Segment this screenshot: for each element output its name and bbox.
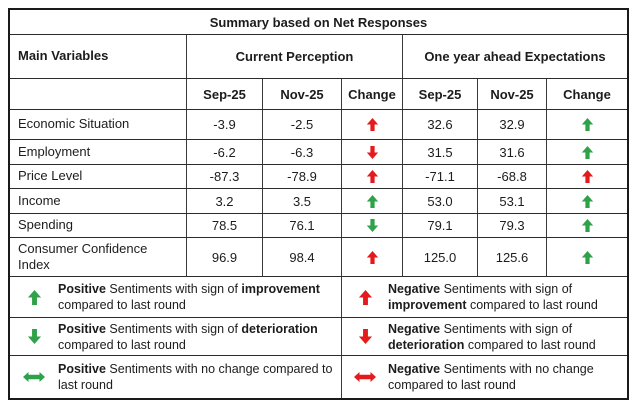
up-arrow-icon: [27, 289, 41, 305]
change-cell: [342, 214, 403, 238]
value-cell: -71.1: [403, 165, 478, 189]
up-arrow-icon: [581, 250, 593, 264]
legend-item: Negative Sentiments with no change compa…: [342, 356, 627, 398]
header-current-perception: Current Perception: [187, 35, 403, 79]
header-empty-cell: [10, 79, 187, 110]
header-main-variables: Main Variables: [10, 35, 187, 79]
up-arrow-icon: [358, 289, 372, 305]
down-arrow-icon: [27, 329, 41, 344]
header-expectations: One year ahead Expectations: [403, 35, 627, 79]
value-cell: 125.0: [403, 238, 478, 277]
legend-text: Positive Sentiments with no change compa…: [58, 362, 333, 392]
change-cell: [342, 110, 403, 140]
legend-arrow: [10, 328, 58, 345]
value-cell: -68.8: [478, 165, 547, 189]
legend-arrow: [10, 289, 58, 306]
up-arrow-icon: [581, 118, 593, 131]
value-cell: 53.1: [478, 189, 547, 214]
up-arrow-icon: [581, 194, 593, 208]
change-cell: [547, 238, 627, 277]
col-header-exp-change: Change: [547, 79, 627, 110]
legend-text: Positive Sentiments with sign of deterio…: [58, 321, 318, 352]
summary-table: Summary based on Net Responses Main Vari…: [8, 8, 629, 400]
value-cell: -6.2: [187, 140, 263, 165]
legend-text: Negative Sentiments with no change compa…: [388, 362, 594, 392]
legend-item: Positive Sentiments with sign of deterio…: [10, 318, 342, 356]
legend-item: Negative Sentiments with sign of deterio…: [342, 318, 627, 356]
down-arrow-icon: [366, 145, 378, 159]
legend-item: Negative Sentiments with sign of improve…: [342, 277, 627, 318]
value-cell: 53.0: [403, 189, 478, 214]
value-cell: 32.6: [403, 110, 478, 140]
value-cell: -78.9: [263, 165, 342, 189]
down-arrow-icon: [366, 219, 378, 232]
legend-arrow: [10, 371, 58, 383]
value-cell: -3.9: [187, 110, 263, 140]
value-cell: -2.5: [263, 110, 342, 140]
value-cell: 76.1: [263, 214, 342, 238]
up-arrow-icon: [581, 219, 593, 232]
up-arrow-icon: [366, 250, 378, 264]
up-arrow-icon: [366, 170, 378, 183]
row-label: Employment: [10, 140, 187, 165]
value-cell: 96.9: [187, 238, 263, 277]
col-header-cp-sep25: Sep-25: [187, 79, 263, 110]
col-header-exp-nov25: Nov-25: [478, 79, 547, 110]
value-cell: -87.3: [187, 165, 263, 189]
up-arrow-icon: [366, 118, 378, 131]
col-header-cp-change: Change: [342, 79, 403, 110]
legend: Positive Sentiments with sign of improve…: [10, 277, 627, 398]
value-cell: 98.4: [263, 238, 342, 277]
value-cell: 125.6: [478, 238, 547, 277]
value-cell: 3.2: [187, 189, 263, 214]
legend-text: Negative Sentiments with sign of improve…: [388, 282, 598, 312]
change-cell: [547, 214, 627, 238]
value-cell: 31.5: [403, 140, 478, 165]
value-cell: -6.3: [263, 140, 342, 165]
col-header-cp-nov25: Nov-25: [263, 79, 342, 110]
change-cell: [547, 110, 627, 140]
change-cell: [547, 140, 627, 165]
row-label: Consumer Confidence Index: [10, 238, 187, 277]
change-cell: [547, 165, 627, 189]
change-cell: [547, 189, 627, 214]
row-label: Spending: [10, 214, 187, 238]
change-cell: [342, 140, 403, 165]
value-cell: 79.3: [478, 214, 547, 238]
main-grid: Main Variables Current Perception One ye…: [10, 35, 627, 277]
lr-arrow-icon: [23, 372, 45, 382]
legend-arrow: [342, 289, 388, 306]
value-cell: 32.9: [478, 110, 547, 140]
up-arrow-icon: [366, 194, 378, 208]
down-arrow-icon: [358, 329, 372, 344]
value-cell: 78.5: [187, 214, 263, 238]
row-label: Economic Situation: [10, 110, 187, 140]
legend-text: Negative Sentiments with sign of deterio…: [388, 321, 596, 352]
lr-arrow-icon: [354, 372, 376, 382]
value-cell: 3.5: [263, 189, 342, 214]
table-title: Summary based on Net Responses: [10, 10, 627, 35]
value-cell: 31.6: [478, 140, 547, 165]
legend-arrow: [342, 328, 388, 345]
up-arrow-icon: [581, 145, 593, 159]
row-label: Income: [10, 189, 187, 214]
change-cell: [342, 165, 403, 189]
change-cell: [342, 238, 403, 277]
up-arrow-icon: [581, 170, 593, 183]
legend-arrow: [342, 371, 388, 383]
legend-item: Positive Sentiments with no change compa…: [10, 356, 342, 398]
legend-item: Positive Sentiments with sign of improve…: [10, 277, 342, 318]
row-label: Price Level: [10, 165, 187, 189]
col-header-exp-sep25: Sep-25: [403, 79, 478, 110]
change-cell: [342, 189, 403, 214]
value-cell: 79.1: [403, 214, 478, 238]
legend-text: Positive Sentiments with sign of improve…: [58, 282, 320, 312]
